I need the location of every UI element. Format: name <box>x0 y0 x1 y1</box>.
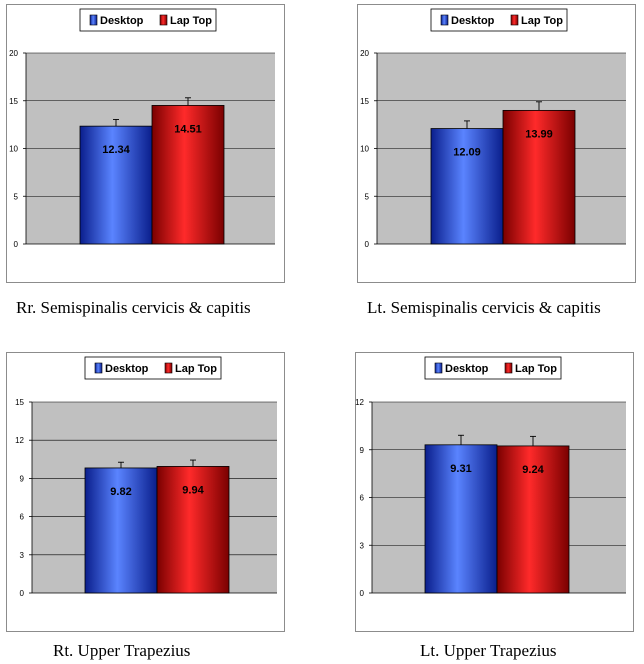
legend-label-desktop: Desktop <box>105 363 149 375</box>
chart-1: 0 5 10 15 20 12.34 14.51 Desktop Lap Top <box>9 8 275 249</box>
y-tick-label: 5 <box>365 192 370 201</box>
data-label: 12.34 <box>102 144 130 156</box>
y-tick-label: 6 <box>360 494 365 503</box>
bar-desktop <box>430 128 504 245</box>
y-tick-label: 15 <box>9 97 18 106</box>
legend-label-desktop: Desktop <box>451 15 495 27</box>
caption-chart-4: Lt. Upper Trapezius <box>420 641 557 660</box>
y-tick-label: 10 <box>360 145 369 154</box>
y-tick-label: 12 <box>15 436 24 445</box>
legend: Desktop Lap Top <box>84 356 222 380</box>
chart-3: 0 3 6 9 12 15 9.82 9.94 Desktop Lap Top <box>15 356 277 598</box>
legend: Desktop Lap Top <box>79 8 217 32</box>
legend-swatch-laptop <box>510 14 519 26</box>
legend-box <box>79 8 217 32</box>
y-tick-label: 5 <box>14 192 19 201</box>
bar-desktop <box>424 444 498 594</box>
y-tick-label: 3 <box>20 551 25 560</box>
y-tick-label: 9 <box>360 446 365 455</box>
caption-chart-2: Lt. Semispinalis cervicis & capitis <box>367 298 601 317</box>
legend-box <box>430 8 568 32</box>
y-tick-label: 9 <box>20 474 25 483</box>
data-label: 12.09 <box>453 147 481 159</box>
legend-label-desktop: Desktop <box>445 363 489 375</box>
y-tick-label: 20 <box>9 49 18 58</box>
bar-desktop <box>84 467 158 594</box>
data-label: 9.31 <box>450 463 471 475</box>
y-tick-label: 0 <box>360 589 365 598</box>
legend-swatch-desktop <box>440 14 449 26</box>
legend-swatch-desktop <box>434 362 443 374</box>
data-label: 9.82 <box>110 486 131 498</box>
data-label: 9.24 <box>522 464 544 476</box>
caption-chart-3: Rt. Upper Trapezius <box>53 641 191 660</box>
legend-label-laptop: Lap Top <box>521 15 563 27</box>
legend-swatch-desktop <box>94 362 103 374</box>
caption-chart-1: Rr. Semispinalis cervicis & capitis <box>16 298 251 317</box>
legend-swatch-laptop <box>504 362 513 374</box>
legend-box <box>424 356 562 380</box>
y-tick-label: 0 <box>20 589 25 598</box>
y-tick-label: 10 <box>9 145 18 154</box>
legend: Desktop Lap Top <box>424 356 562 380</box>
y-tick-label: 12 <box>355 398 364 407</box>
chart-4: 0 3 6 9 12 9.31 9.24 Desktop Lap Top <box>355 356 626 598</box>
legend-label-laptop: Lap Top <box>175 363 217 375</box>
bar-laptop <box>156 466 230 594</box>
y-tick-label: 20 <box>360 49 369 58</box>
y-tick-label: 15 <box>15 398 24 407</box>
legend-swatch-laptop <box>164 362 173 374</box>
legend-box <box>84 356 222 380</box>
y-tick-label: 0 <box>14 240 19 249</box>
legend-swatch-laptop <box>159 14 168 26</box>
y-tick-label: 0 <box>365 240 370 249</box>
legend-label-laptop: Lap Top <box>515 363 557 375</box>
chart-2: 0 5 10 15 20 12.09 13.99 Desktop Lap Top <box>360 8 626 249</box>
data-label: 9.94 <box>182 484 204 496</box>
legend-label-desktop: Desktop <box>100 15 144 27</box>
legend-swatch-desktop <box>89 14 98 26</box>
legend: Desktop Lap Top <box>430 8 568 32</box>
data-label: 14.51 <box>174 123 202 135</box>
y-tick-label: 15 <box>360 97 369 106</box>
data-label: 13.99 <box>525 128 553 140</box>
bar-desktop <box>79 125 153 245</box>
bar-laptop <box>151 105 225 245</box>
legend-label-laptop: Lap Top <box>170 15 212 27</box>
y-tick-label: 3 <box>360 541 365 550</box>
y-tick-label: 6 <box>20 513 25 522</box>
